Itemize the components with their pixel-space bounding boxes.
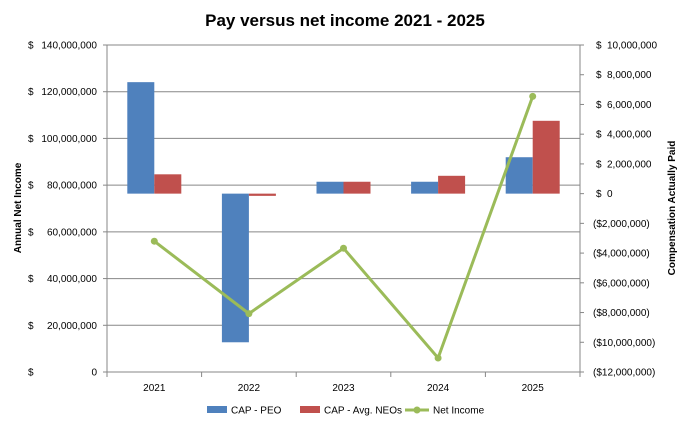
- left-tick-label: 20,000,000: [47, 321, 97, 332]
- right-tick-label: ($2,000,000): [593, 219, 650, 230]
- right-tick-label: 4,000,000: [607, 130, 652, 141]
- left-tick-currency: $: [28, 181, 34, 192]
- right-tick-currency: $: [596, 189, 602, 200]
- legend-label: CAP - Avg. NEOs: [324, 406, 402, 417]
- x-tick-label: 2025: [522, 383, 545, 394]
- legend-swatch-marker: [413, 406, 421, 414]
- bar-cap-avg-neos: [154, 174, 182, 194]
- legend-label: Net Income: [433, 406, 485, 417]
- right-tick-label: ($10,000,000): [593, 338, 655, 349]
- x-tick-label: 2021: [143, 383, 166, 394]
- right-tick-label: ($8,000,000): [593, 308, 650, 319]
- x-tick-label: 2022: [238, 383, 261, 394]
- right-tick-label: 8,000,000: [607, 70, 652, 81]
- bar-cap-peo: [411, 181, 439, 194]
- net-income-point: [340, 244, 347, 252]
- right-tick-label: ($12,000,000): [593, 368, 655, 379]
- right-tick-label: 2,000,000: [607, 159, 652, 170]
- left-tick-label: 140,000,000: [41, 41, 97, 52]
- right-tick-currency: $: [596, 159, 602, 170]
- left-axis-ticks: $0 $ 20,000,000 $ 40,000,000 $ 60,000,000 $ 80,0…: [28, 41, 107, 379]
- bar-cap-avg-neos: [532, 120, 560, 194]
- left-axis-title: Annual Net Income: [13, 162, 24, 253]
- left-tick-currency: $: [28, 134, 34, 145]
- net-income-point: [434, 354, 442, 362]
- legend-swatch: [300, 406, 320, 413]
- net-income-point: [245, 310, 253, 318]
- left-tick-currency: $: [28, 274, 34, 285]
- net-income-point: [150, 237, 158, 245]
- right-tick-currency: $: [596, 70, 602, 81]
- left-tick-currency: $: [28, 87, 34, 98]
- legend-swatch: [207, 406, 227, 413]
- x-tick-label: 2024: [427, 383, 450, 394]
- left-tick-label: 100,000,000: [41, 134, 97, 145]
- right-axis-title: Compensation Actually Paid: [667, 141, 678, 276]
- left-tick-currency: $: [28, 41, 34, 52]
- bars: [127, 82, 560, 343]
- x-axis-ticks: 2021 2022 2023 2024 2025: [106, 372, 581, 394]
- right-tick-label: 0: [607, 189, 613, 200]
- left-tick-currency: $: [28, 227, 34, 238]
- right-tick-currency: $: [596, 100, 602, 111]
- bar-cap-avg-neos: [343, 181, 371, 194]
- bar-cap-avg-neos: [248, 193, 276, 196]
- bar-cap-peo: [505, 157, 533, 194]
- right-tick-label: 10,000,000: [607, 41, 657, 52]
- legend-label: CAP - PEO: [231, 406, 282, 417]
- legend: CAP - PEO CAP - Avg. NEOs Net Income: [207, 406, 485, 417]
- right-axis-ticks: ($12,000,000) ($10,000,000) ($8,000,000) ($…: [580, 41, 657, 379]
- bar-cap-peo: [221, 193, 249, 343]
- left-tick-label: 120,000,000: [41, 87, 97, 98]
- right-tick-currency: $: [596, 41, 602, 52]
- gridlines: [107, 91, 580, 326]
- x-tick-label: 2023: [332, 383, 355, 394]
- left-tick-label: 40,000,000: [47, 274, 97, 285]
- net-income-line: [150, 92, 537, 362]
- right-tick-currency: $: [596, 130, 602, 141]
- left-tick-label: 80,000,000: [47, 181, 97, 192]
- bar-cap-avg-neos: [438, 175, 466, 194]
- left-tick-currency: $: [28, 368, 34, 379]
- net-income-polyline: [153, 95, 535, 361]
- left-tick-label: 60,000,000: [47, 227, 97, 238]
- left-tick-currency: $: [28, 321, 34, 332]
- bar-cap-peo: [127, 82, 155, 194]
- net-income-point: [529, 92, 537, 100]
- right-tick-label: ($6,000,000): [593, 278, 650, 289]
- bar-cap-peo: [316, 181, 344, 194]
- plot-area: [106, 44, 581, 373]
- right-tick-label: 6,000,000: [607, 100, 652, 111]
- chart-title: Pay versus net income 2021 - 2025: [205, 11, 485, 30]
- left-tick-label: 0: [91, 368, 97, 379]
- right-tick-label: ($4,000,000): [593, 249, 650, 260]
